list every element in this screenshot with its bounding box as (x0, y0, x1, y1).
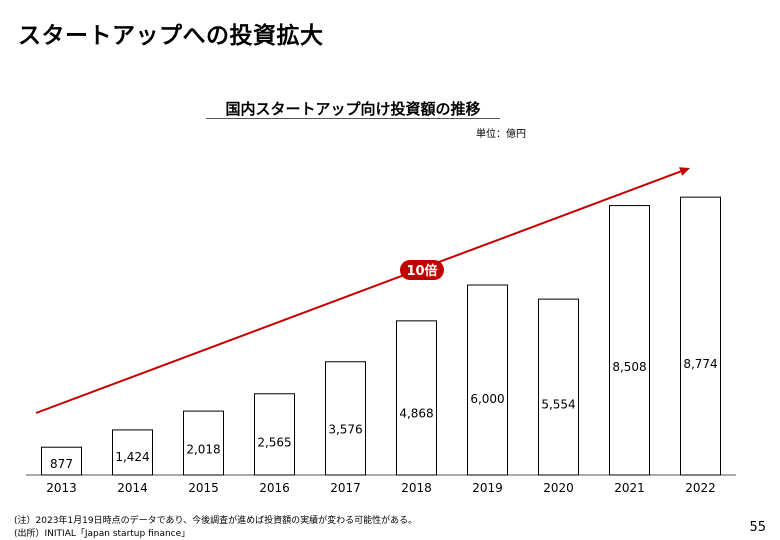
footnote-source: (出所）INITIAL「Japan startup finance」 (14, 529, 191, 539)
bar-2018 (396, 320, 437, 476)
data-label-2014: 1,424 (115, 450, 149, 464)
x-tick-label-2016: 2016 (259, 481, 290, 495)
bar-2021 (609, 205, 650, 476)
x-tick-label-2015: 2015 (188, 481, 219, 495)
data-label-2016: 2,565 (257, 436, 291, 450)
x-tick-label-2021: 2021 (614, 481, 645, 495)
data-label-2018: 4,868 (399, 406, 433, 420)
x-tick-label-2019: 2019 (472, 481, 503, 495)
footnote-note: (注）2023年1月19日時点のデータであり、今後調査が進めば投資額の実績が変わ… (14, 516, 418, 526)
bar-2013 (41, 446, 82, 476)
data-label-2017: 3,576 (328, 423, 362, 437)
x-tick-label-2017: 2017 (330, 481, 361, 495)
growth-badge-label: 10倍 (406, 263, 437, 279)
bar-2022 (680, 196, 721, 476)
slide-title: スタートアップへの投資拡大 (18, 23, 324, 49)
bar-2015 (183, 410, 224, 476)
chart-title: 国内スタートアップ向け投資額の推移 (225, 100, 481, 118)
bar-2014 (112, 429, 153, 476)
bar-2017 (325, 361, 366, 476)
trend-arrow-line (35, 169, 685, 414)
data-label-2020: 5,554 (541, 398, 575, 412)
bar-2020 (538, 298, 579, 476)
bar-2019 (467, 284, 508, 476)
growth-badge (400, 260, 444, 280)
trend-arrow-head (679, 167, 690, 176)
x-tick-label-2013: 2013 (46, 481, 77, 495)
x-tick-label-2014: 2014 (117, 481, 148, 495)
x-tick-label-2020: 2020 (543, 481, 574, 495)
page-number: 55 (749, 520, 766, 535)
chart-title-underline (206, 118, 500, 119)
x-tick-label-2022: 2022 (685, 481, 716, 495)
data-label-2013: 877 (50, 457, 73, 471)
unit-label: 単位：億円 (476, 129, 526, 140)
data-label-2019: 6,000 (470, 392, 504, 406)
data-label-2015: 2,018 (186, 442, 220, 456)
data-label-2021: 8,508 (612, 360, 646, 374)
x-tick-label-2018: 2018 (401, 481, 432, 495)
bar-2016 (254, 393, 295, 476)
data-label-2022: 8,774 (683, 357, 717, 371)
